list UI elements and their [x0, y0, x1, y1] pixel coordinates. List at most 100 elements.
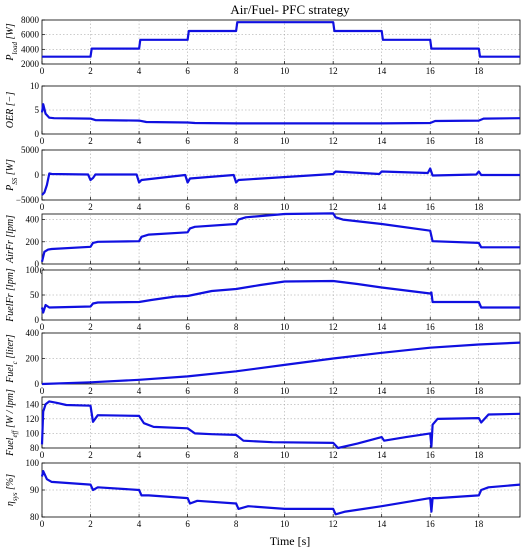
- y-tick-label: 200: [26, 354, 40, 364]
- panel-1: 2000 4000 6000 8000 0 2 4 6 8 10 12 14 16 18 Pload [W]: [5, 15, 521, 76]
- x-tick-label: 14: [377, 519, 387, 529]
- y-axis-label-part: [%]: [5, 474, 16, 493]
- x-tick-label: 12: [329, 322, 338, 332]
- y-axis-label-part: η: [5, 501, 16, 506]
- x-tick-label: 18: [474, 66, 484, 76]
- x-tick-label: 14: [377, 386, 387, 396]
- y-axis-label: Fuelc [liter]: [5, 334, 19, 383]
- x-tick-label: 4: [137, 66, 142, 76]
- series-line: [40, 279, 520, 314]
- x-tick-label: 16: [426, 136, 436, 146]
- y-tick-label: 140: [26, 399, 40, 409]
- y-axis-label: FuelFr [lpm]: [5, 268, 16, 323]
- x-tick-label: 4: [137, 519, 142, 529]
- y-axis-label: OER [−]: [5, 92, 16, 129]
- x-tick-label: 6: [185, 519, 190, 529]
- y-tick-label: 90: [30, 485, 40, 495]
- y-tick-label: 0: [35, 259, 40, 269]
- x-tick-label: 0: [40, 519, 45, 529]
- y-tick-label: 8000: [21, 15, 40, 25]
- x-tick-label: 8: [234, 519, 239, 529]
- y-axis-label-part: [liter]: [5, 334, 16, 361]
- panel-5: 0 50 100 0 2 4 6 8 10 12 14 16 18 FuelFr [lpm]: [5, 265, 521, 332]
- y-axis-label: ηsys [%]: [5, 474, 19, 506]
- x-tick-label: 8: [234, 136, 239, 146]
- x-tick-label: 6: [185, 386, 190, 396]
- x-tick-label: 8: [234, 386, 239, 396]
- y-axis-label-part: OER [−]: [5, 92, 16, 129]
- x-tick-label: 6: [185, 450, 190, 460]
- x-tick-label: 2: [88, 386, 93, 396]
- x-tick-label: 14: [377, 136, 387, 146]
- x-tick-label: 10: [280, 322, 290, 332]
- y-axis-label: PSS [W]: [5, 159, 19, 192]
- y-tick-label: 6000: [21, 30, 40, 40]
- x-tick-label: 4: [137, 450, 142, 460]
- x-tick-label: 10: [280, 202, 290, 212]
- y-axis-label: Fueleff [W / lpm]: [5, 389, 19, 457]
- y-axis-label-part: P: [5, 185, 16, 192]
- x-tick-label: 0: [40, 450, 45, 460]
- y-tick-label: 100: [26, 265, 40, 275]
- y-tick-label: 0: [35, 315, 40, 325]
- x-tick-label: 14: [377, 66, 387, 76]
- y-tick-label: 10: [30, 81, 40, 91]
- x-tick-label: 8: [234, 450, 239, 460]
- y-tick-label: 0: [35, 170, 40, 180]
- y-axis-label: AirFr [lpm]: [5, 215, 16, 264]
- x-tick-label: 10: [280, 386, 290, 396]
- x-tick-label: 12: [329, 450, 338, 460]
- y-tick-label: 400: [26, 328, 40, 338]
- x-tick-label: 16: [426, 386, 436, 396]
- y-axis-label-part: AirFr [lpm]: [5, 215, 16, 264]
- x-tick-label: 8: [234, 66, 239, 76]
- x-tick-label: 8: [234, 202, 239, 212]
- y-tick-label: 200: [26, 237, 40, 247]
- x-tick-label: 4: [137, 136, 142, 146]
- series-line: [40, 470, 521, 516]
- x-tick-label: 6: [185, 202, 190, 212]
- y-axis-label: Pload [W]: [5, 23, 19, 61]
- x-tick-label: 2: [88, 202, 93, 212]
- x-tick-label: 6: [185, 66, 190, 76]
- panel-8: 80 90 100 0 2 4 6 8 10 12 14 16 18 ηsys [%]: [5, 458, 521, 529]
- y-tick-label: 80: [30, 512, 40, 522]
- x-tick-label: 16: [426, 450, 436, 460]
- x-tick-label: 0: [40, 66, 45, 76]
- y-axis-label-part: [W / lpm]: [5, 389, 16, 431]
- x-tick-label: 18: [474, 202, 484, 212]
- y-tick-label: 2000: [21, 59, 40, 69]
- x-tick-label: 14: [377, 322, 387, 332]
- x-tick-label: 16: [426, 322, 436, 332]
- series-line: [41, 167, 520, 196]
- y-axis-label-part: [W]: [5, 23, 16, 42]
- y-tick-label: 5000: [21, 145, 40, 155]
- x-tick-label: 12: [329, 202, 338, 212]
- x-tick-label: 10: [280, 519, 290, 529]
- x-tick-label: 12: [329, 519, 338, 529]
- y-axis-label-part: P: [5, 54, 16, 61]
- x-tick-label: 4: [137, 202, 142, 212]
- series-line: [40, 103, 521, 125]
- x-tick-label: 16: [426, 66, 436, 76]
- panel-2: 0 5 10 0 2 4 6 8 10 12 14 16 18 OER [−]: [5, 81, 521, 146]
- x-tick-label: 2: [88, 519, 93, 529]
- x-tick-label: 0: [40, 202, 45, 212]
- x-tick-label: 0: [40, 322, 45, 332]
- x-tick-label: 18: [474, 322, 484, 332]
- panel-4: 0200400024681012141618AirFr [lpm]: [5, 212, 521, 276]
- y-axis-label-subscript: SS: [11, 177, 19, 185]
- series-line: [40, 400, 521, 450]
- x-tick-label: 0: [40, 386, 45, 396]
- y-tick-label: 100: [26, 428, 40, 438]
- x-tick-label: 0: [40, 136, 45, 146]
- y-tick-label: 120: [26, 414, 40, 424]
- x-tick-label: 12: [329, 386, 338, 396]
- x-tick-label: 8: [234, 322, 239, 332]
- y-axis-label-part: Fuel: [5, 437, 16, 457]
- x-tick-label: 2: [88, 136, 93, 146]
- x-tick-label: 18: [474, 386, 484, 396]
